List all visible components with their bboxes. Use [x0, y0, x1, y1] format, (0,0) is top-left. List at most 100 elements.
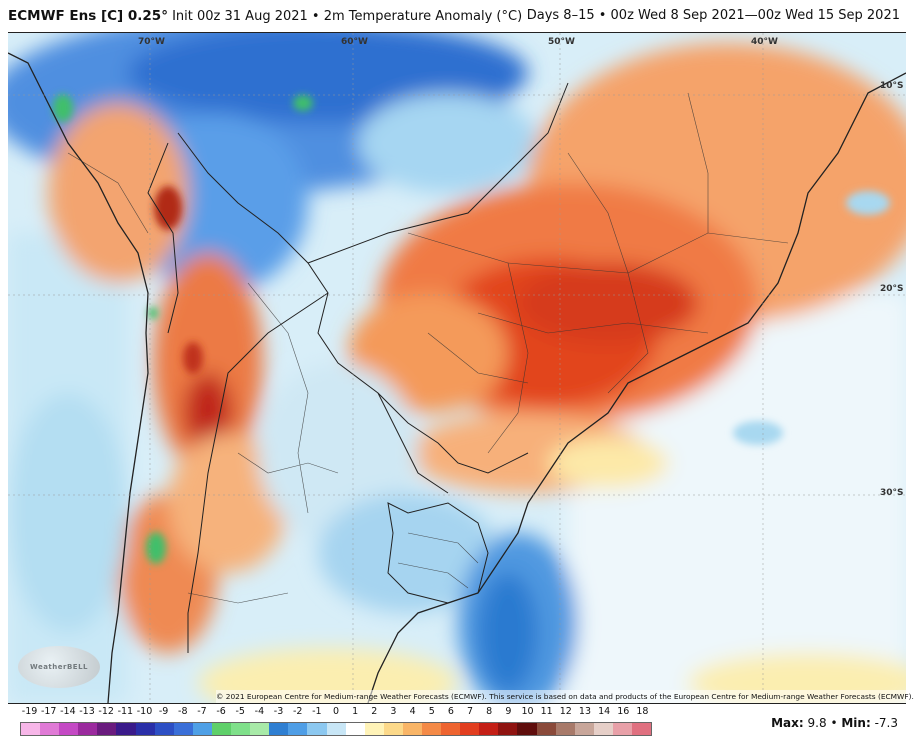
legend-swatch — [192, 723, 212, 735]
legend-tick-label: -10 — [136, 706, 153, 717]
legend-tick-label: 5 — [428, 706, 435, 717]
legend-tick-label: 3 — [390, 706, 397, 717]
legend-tick-label: 18 — [636, 706, 649, 717]
legend-tick-label: 0 — [332, 706, 340, 717]
legend-swatch — [460, 723, 480, 735]
legend-tick-label: 9 — [505, 706, 512, 717]
lon-label-40w: 40°W — [751, 37, 778, 47]
legend-tick-label: 6 — [447, 706, 454, 717]
legend-tick-label: 4 — [409, 706, 416, 717]
lat-label-20s: 20°S — [880, 284, 904, 294]
min-max-stats: Max: 9.8 • Min: -7.3 — [771, 716, 898, 730]
lon-label-50w: 50°W — [548, 37, 575, 47]
legend-swatch — [441, 723, 461, 735]
legend-tick-label: 1 — [352, 706, 359, 717]
legend-swatch — [269, 723, 289, 735]
header-bullet: • — [311, 9, 320, 24]
lat-label-30s: 30°S — [880, 488, 904, 498]
legend-tick-label: -6 — [216, 706, 226, 717]
legend-swatch — [479, 723, 499, 735]
weatherbell-logo: WeatherBELL — [18, 646, 100, 688]
anomaly-field — [8, 33, 906, 703]
legend-swatch — [364, 723, 384, 735]
legend-tick-label: -2 — [292, 706, 303, 717]
legend-tick-label: 12 — [559, 706, 572, 717]
legend-swatch — [21, 723, 41, 735]
legend-tick-label: -12 — [98, 706, 114, 717]
graticule — [8, 33, 906, 703]
legend-tick-label: 10 — [521, 706, 534, 717]
logo-text: WeatherBELL — [29, 663, 88, 671]
legend-swatch — [536, 723, 556, 735]
valid-period: Days 8–15 • 00z Wed 8 Sep 2021—00z Wed 1… — [526, 8, 900, 23]
init-time: Init 00z 31 Aug 2021 — [172, 9, 308, 24]
map-header: ECMWF Ens [C] 0.25° Init 00z 31 Aug 2021… — [0, 0, 914, 32]
legend-swatch — [593, 723, 613, 735]
legend-swatch — [517, 723, 537, 735]
lon-label-70w: 70°W — [138, 37, 165, 47]
legend-tick-labels: -19 -17 -14 -13 -12 -11 -10 -9 -8 -7 -6 -5 -4 -3 -2 -1 0… — [20, 706, 652, 720]
legend-swatch — [211, 723, 232, 735]
legend-swatch — [97, 723, 117, 735]
legend-swatch — [326, 723, 346, 735]
legend-tick-label: -7 — [197, 706, 207, 717]
legend-tick-label: -17 — [40, 706, 57, 717]
legend-tick-label: -13 — [79, 706, 95, 717]
max-label: Max: — [771, 716, 804, 730]
anomaly-details — [53, 94, 890, 564]
state-borders — [67, 92, 789, 604]
legend-swatch — [78, 723, 98, 735]
legend-tick-label: -5 — [235, 706, 245, 717]
legend-swatch — [555, 723, 575, 735]
legend-swatch — [421, 723, 442, 735]
legend-swatch — [632, 723, 652, 735]
legend-swatch — [135, 723, 155, 735]
legend-swatch — [250, 723, 270, 735]
lat-label-10s: 10°S — [880, 81, 904, 91]
legend-tick-label: 8 — [486, 706, 493, 717]
legend-swatch — [231, 723, 251, 735]
header-left: ECMWF Ens [C] 0.25° Init 00z 31 Aug 2021… — [8, 0, 522, 33]
legend-swatch — [402, 723, 422, 735]
min-value: -7.3 — [874, 716, 898, 730]
legend-swatch — [498, 723, 518, 735]
legend-tick-label: 7 — [467, 706, 474, 717]
legend-swatch — [116, 723, 136, 735]
legend-colorbar — [20, 722, 652, 736]
legend-swatch — [383, 723, 403, 735]
legend-tick-label: -8 — [178, 706, 188, 717]
legend-swatch — [154, 723, 174, 735]
legend-tick-label: -11 — [117, 706, 134, 717]
legend-tick-label: -19 — [21, 706, 38, 717]
legend-swatch — [288, 723, 308, 735]
legend-swatch — [59, 723, 79, 735]
legend-swatch — [40, 723, 60, 735]
copyright-credit: © 2021 European Centre for Medium-range … — [216, 690, 914, 703]
map-svg: 70°W 60°W 50°W 40°W 10°S 20°S 30°S — [8, 33, 906, 703]
legend-tick-label: 16 — [617, 706, 630, 717]
min-label: Min: — [841, 716, 871, 730]
legend-tick-label: -14 — [60, 706, 76, 717]
coastline — [8, 52, 906, 703]
stats-separator: • — [830, 716, 838, 730]
legend-tick-label: -4 — [254, 706, 265, 717]
country-borders — [147, 82, 569, 653]
color-legend: -19 -17 -14 -13 -12 -11 -10 -9 -8 -7 -6 -5 -4 -3 -2 -1 0… — [20, 706, 652, 746]
legend-swatch — [574, 723, 594, 735]
anomaly-map: 70°W 60°W 50°W 40°W 10°S 20°S 30°S — [8, 32, 906, 704]
legend-tick-label: 14 — [598, 706, 611, 717]
max-value: 9.8 — [807, 716, 827, 730]
model-title: ECMWF Ens [C] 0.25° — [8, 8, 168, 24]
legend-tick-label: 11 — [540, 706, 553, 717]
legend-swatch — [307, 723, 327, 735]
legend-swatch — [345, 723, 365, 735]
legend-swatch — [612, 723, 632, 735]
legend-tick-label: -9 — [158, 706, 169, 717]
legend-swatch — [173, 723, 193, 735]
legend-tick-label: -1 — [312, 706, 322, 717]
legend-tick-label: 13 — [578, 706, 592, 717]
lon-label-60w: 60°W — [341, 37, 368, 47]
legend-tick-label: 2 — [371, 706, 378, 717]
legend-tick-label: -3 — [273, 706, 284, 717]
variable-name: 2m Temperature Anomaly (°C) — [323, 9, 523, 24]
